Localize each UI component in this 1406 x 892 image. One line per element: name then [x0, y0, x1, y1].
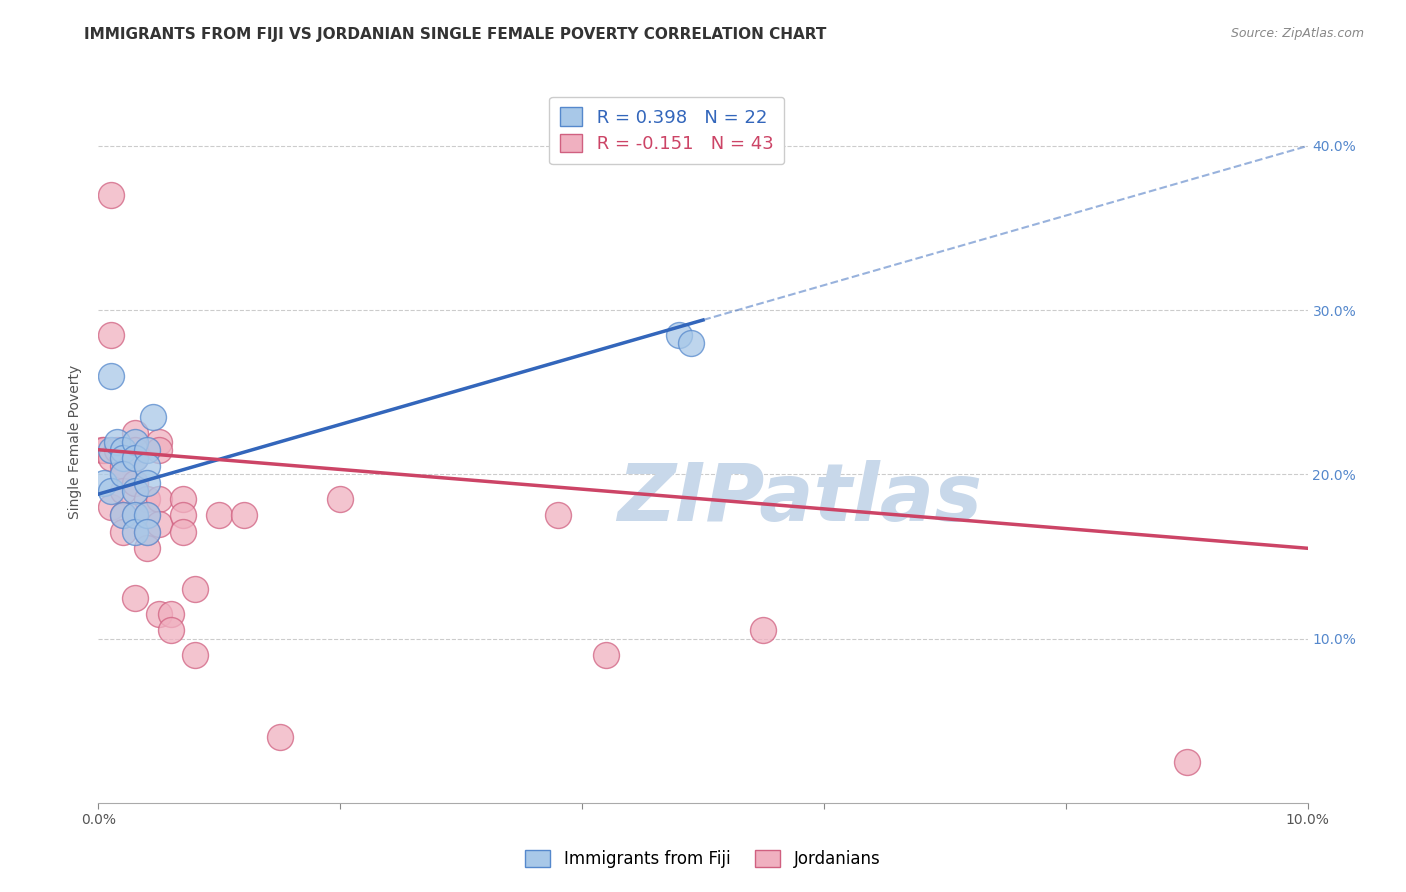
Point [111, 442, 134, 457]
Point [148, 491, 170, 506]
Point [111, 450, 134, 465]
Point [93, 442, 115, 457]
Point [135, 442, 157, 457]
Point [135, 508, 157, 523]
Point [232, 508, 254, 523]
Point [105, 434, 128, 449]
Point [160, 624, 183, 638]
Point [124, 434, 146, 449]
Point [100, 188, 122, 202]
Point [184, 582, 207, 597]
Text: Source: ZipAtlas.com: Source: ZipAtlas.com [1230, 27, 1364, 40]
Point [124, 450, 146, 465]
Point [208, 508, 231, 523]
Point [595, 648, 617, 662]
Point [124, 475, 146, 490]
Point [105, 442, 128, 457]
Point [135, 524, 157, 539]
Point [184, 648, 207, 662]
Point [111, 524, 134, 539]
Text: IMMIGRANTS FROM FIJI VS JORDANIAN SINGLE FEMALE POVERTY CORRELATION CHART: IMMIGRANTS FROM FIJI VS JORDANIAN SINGLE… [84, 27, 827, 42]
Point [100, 450, 122, 465]
Point [111, 508, 134, 523]
Y-axis label: Single Female Poverty: Single Female Poverty [69, 365, 83, 518]
Legend: Immigrants from Fiji, Jordanians: Immigrants from Fiji, Jordanians [519, 843, 887, 875]
Point [148, 434, 170, 449]
Point [111, 483, 134, 498]
Point [135, 541, 157, 556]
Point [124, 450, 146, 465]
Point [172, 524, 194, 539]
Point [93, 475, 115, 490]
Point [124, 591, 146, 605]
Point [100, 442, 122, 457]
Point [148, 607, 170, 621]
Point [100, 500, 122, 515]
Point [142, 409, 165, 424]
Point [172, 491, 194, 506]
Point [100, 483, 122, 498]
Point [100, 327, 122, 342]
Point [100, 368, 122, 383]
Point [124, 508, 146, 523]
Point [160, 607, 183, 621]
Point [135, 475, 157, 490]
Point [135, 524, 157, 539]
Point [124, 426, 146, 441]
Point [124, 483, 146, 498]
Point [135, 491, 157, 506]
Point [124, 442, 146, 457]
Point [547, 508, 569, 523]
Point [111, 467, 134, 482]
Text: ZIPatlas: ZIPatlas [617, 460, 983, 539]
Point [1175, 755, 1198, 769]
Point [135, 508, 157, 523]
Point [135, 459, 157, 474]
Point [329, 491, 352, 506]
Point [172, 508, 194, 523]
Point [752, 624, 775, 638]
Point [111, 459, 134, 474]
Point [124, 508, 146, 523]
Point [148, 442, 170, 457]
Point [91, 442, 114, 457]
Point [269, 730, 291, 744]
Point [148, 516, 170, 531]
Point [111, 442, 134, 457]
Point [124, 524, 146, 539]
Point [679, 336, 702, 351]
Point [111, 467, 134, 482]
Legend:  R = 0.398   N = 22,  R = -0.151   N = 43: R = 0.398 N = 22, R = -0.151 N = 43 [550, 96, 785, 164]
Point [668, 327, 690, 342]
Point [111, 508, 134, 523]
